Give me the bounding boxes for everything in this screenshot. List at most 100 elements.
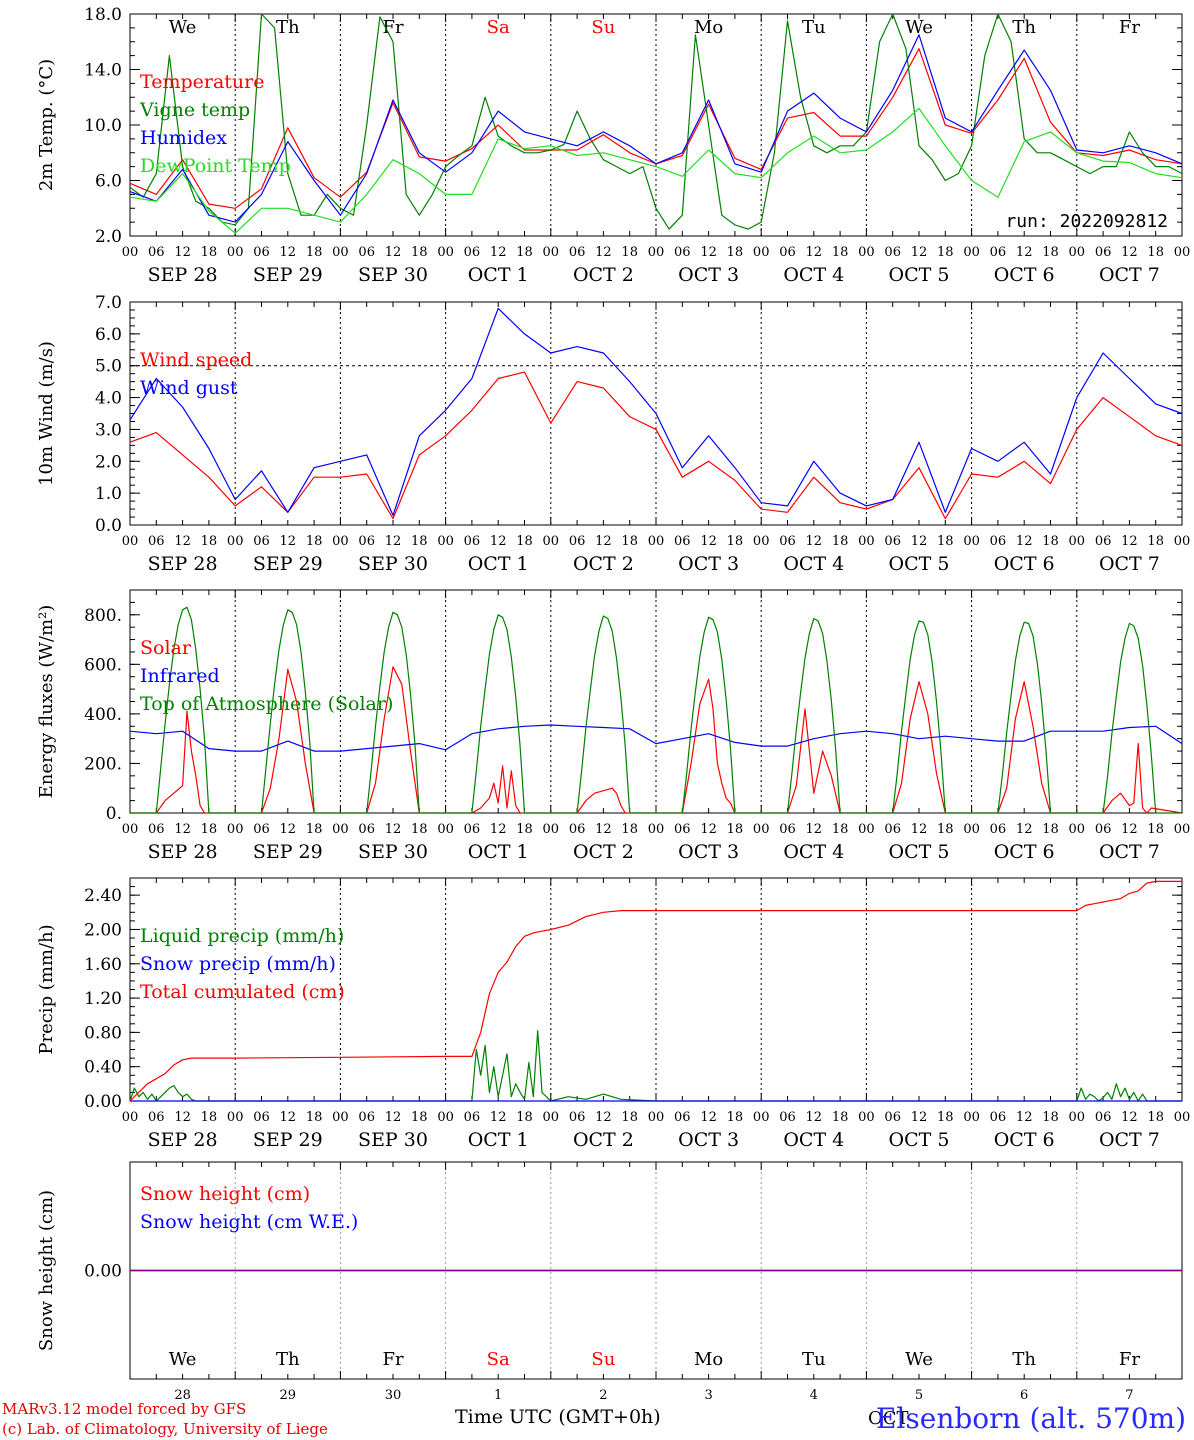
y-tick-label: 14.0 (84, 61, 122, 81)
hour-tick-label: 00 (1069, 822, 1086, 837)
day-label: OCT 3 (678, 1129, 739, 1151)
weekday-label: Fr (1119, 1349, 1140, 1370)
hour-tick-label: 18 (516, 245, 533, 260)
day-number-label: 29 (280, 1388, 297, 1403)
hour-tick-label: 18 (727, 1110, 744, 1125)
energy-flux-panel: 0. 200. 400. 600. 800. Energy fluxes (W/m²) 00… (36, 589, 1191, 863)
hour-tick-label: 18 (516, 534, 533, 549)
day-label: OCT 4 (783, 1129, 844, 1151)
y-tick-label: 10.0 (84, 116, 122, 136)
y-tick-label: 5.0 (95, 357, 122, 377)
hour-tick-label: 00 (858, 245, 875, 260)
hour-tick-label: 06 (148, 534, 165, 549)
legend-entry: DewPoint Temp (140, 155, 291, 177)
day-label: OCT 3 (678, 841, 739, 863)
hour-tick-label: 18 (1042, 822, 1059, 837)
hour-tick-label: 18 (201, 245, 218, 260)
hour-tick-label: 12 (700, 1110, 717, 1125)
y-tick-label: 4.0 (95, 389, 122, 409)
hour-tick-label: 12 (1016, 822, 1033, 837)
hour-tick-label: 00 (858, 534, 875, 549)
hour-tick-label: 12 (806, 245, 823, 260)
hour-tick-label: 06 (779, 1110, 796, 1125)
weekday-label: We (169, 1349, 197, 1370)
hour-tick-label: 00 (227, 822, 244, 837)
hour-tick-label: 12 (280, 245, 297, 260)
y-tick-label: 0.0 (95, 516, 122, 536)
hour-tick-label: 12 (911, 245, 928, 260)
hour-tick-label: 18 (411, 245, 428, 260)
hour-tick-label: 18 (1042, 534, 1059, 549)
weekday-label: Tu (802, 17, 826, 38)
hour-tick-label: 18 (1147, 1110, 1164, 1125)
legend-entry: Temperature (140, 71, 264, 93)
hour-tick-label: 18 (1042, 245, 1059, 260)
day-number-label: 2 (599, 1388, 607, 1403)
day-label: SEP 30 (358, 841, 428, 863)
hour-tick-label: 00 (227, 534, 244, 549)
hour-tick-label: 06 (1095, 1110, 1112, 1125)
weekday-label: Mo (694, 17, 723, 38)
weekday-label: Sa (487, 1349, 510, 1370)
legend-entry: Wind gust (140, 377, 238, 399)
hour-tick-label: 12 (490, 822, 507, 837)
hour-tick-label: 12 (174, 822, 191, 837)
day-label: OCT 1 (468, 264, 529, 286)
hour-tick-label: 06 (884, 245, 901, 260)
hour-tick-label: 06 (779, 822, 796, 837)
y-tick-label: 2.40 (84, 886, 122, 906)
day-label: OCT 6 (994, 1129, 1055, 1151)
day-label: OCT 6 (994, 553, 1055, 575)
hour-tick-label: 06 (253, 245, 270, 260)
weekday-label: Sa (487, 17, 510, 38)
series-line-dewpoint-temp (129, 107, 1183, 234)
hour-tick-label: 06 (1095, 245, 1112, 260)
day-label: OCT 7 (1099, 264, 1160, 286)
y-tick-label: 200. (84, 754, 122, 774)
hour-tick-label: 00 (437, 534, 454, 549)
hour-tick-label: 18 (727, 245, 744, 260)
hour-tick-label: 18 (306, 822, 323, 837)
legend-entry: Vigne temp (139, 99, 250, 121)
hour-tick-label: 06 (148, 1110, 165, 1125)
y-tick-label: 400. (84, 705, 122, 725)
hour-tick-label: 12 (174, 245, 191, 260)
y-tick-label: 2.0 (95, 227, 122, 247)
y-axis-label: Snow height (cm) (36, 1190, 57, 1351)
day-label: OCT 7 (1099, 841, 1160, 863)
hour-tick-label: 12 (1121, 1110, 1138, 1125)
hour-tick-label: 06 (358, 245, 375, 260)
y-tick-label: 800. (84, 606, 122, 626)
weekday-label: We (905, 1349, 933, 1370)
hour-tick-label: 12 (1016, 534, 1033, 549)
hour-tick-label: 00 (1174, 822, 1191, 837)
hour-tick-label: 00 (1069, 1110, 1086, 1125)
hour-tick-label: 18 (621, 822, 638, 837)
hour-tick-label: 18 (306, 1110, 323, 1125)
day-number-label: 30 (385, 1388, 402, 1403)
series-line-total-cumulated-cm (129, 880, 1182, 1102)
series-line-liquid-precip-mm-h (129, 1030, 1182, 1102)
hour-tick-label: 18 (306, 245, 323, 260)
legend-entry: Top of Atmosphere (Solar) (140, 693, 393, 715)
hour-tick-label: 00 (753, 822, 770, 837)
hour-tick-label: 06 (674, 245, 691, 260)
hour-tick-label: 18 (516, 822, 533, 837)
hour-tick-label: 00 (122, 245, 139, 260)
weekday-label: Fr (1119, 17, 1140, 38)
hour-tick-label: 12 (385, 1110, 402, 1125)
hour-tick-label: 12 (700, 534, 717, 549)
hour-tick-label: 12 (280, 534, 297, 549)
hour-tick-label: 06 (990, 534, 1007, 549)
hour-tick-label: 00 (227, 1110, 244, 1125)
legend-entry: Snow height (cm) (140, 1183, 310, 1205)
hour-tick-label: 18 (1147, 245, 1164, 260)
hour-tick-label: 18 (937, 534, 954, 549)
hour-tick-label: 12 (1121, 822, 1138, 837)
hour-tick-label: 18 (411, 534, 428, 549)
y-tick-label: 7.0 (95, 293, 122, 313)
hour-tick-label: 06 (884, 1110, 901, 1125)
hour-tick-label: 00 (437, 1110, 454, 1125)
legend-entry: Solar (140, 637, 192, 659)
hour-tick-label: 12 (280, 822, 297, 837)
